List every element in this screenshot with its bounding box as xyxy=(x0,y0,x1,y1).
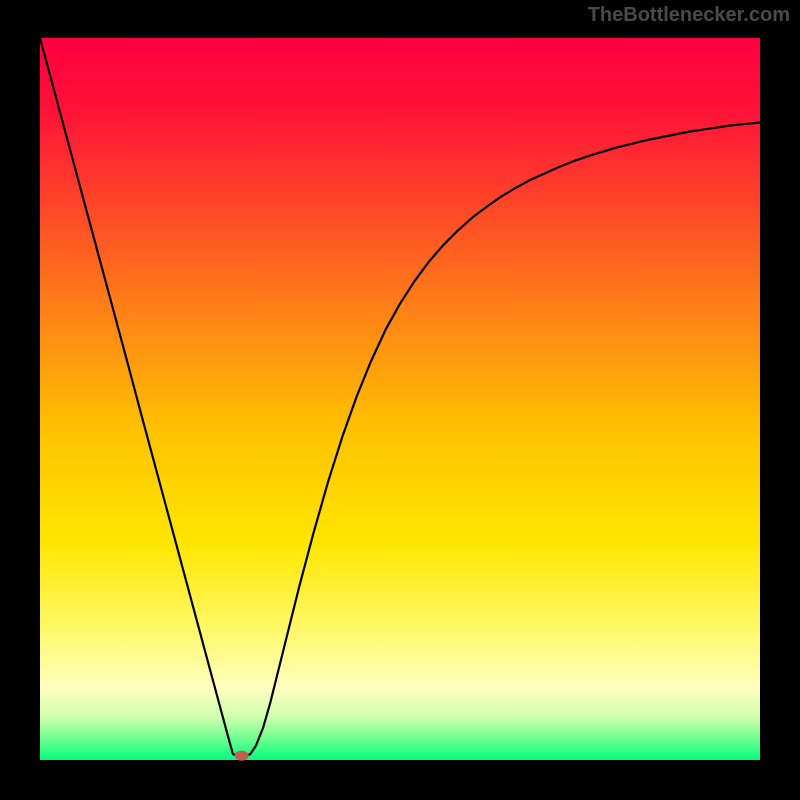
chart-svg xyxy=(0,0,800,800)
watermark-text: TheBottlenecker.com xyxy=(588,4,790,27)
minimum-marker xyxy=(235,751,249,761)
bottleneck-chart: TheBottlenecker.com xyxy=(0,0,800,800)
plot-background xyxy=(40,38,760,760)
